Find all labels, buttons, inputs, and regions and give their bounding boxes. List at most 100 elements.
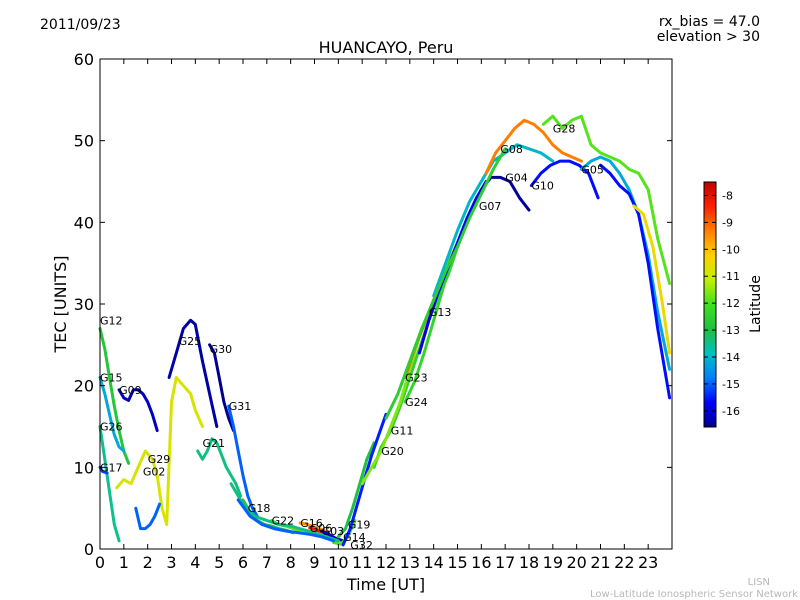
footer-lisn: LISN: [747, 577, 770, 588]
x-axis-label: Time [UT]: [346, 575, 425, 594]
colorbar-tick-label: -8: [722, 189, 733, 202]
rx-bias-label: rx_bias = 47.0: [658, 14, 760, 30]
series-line-G21: [196, 437, 243, 498]
series-line-G02: [134, 502, 162, 531]
series-line-G15: [98, 376, 126, 453]
series-label-G22: G22: [272, 514, 295, 527]
x-tick-label: 7: [262, 553, 272, 572]
x-tick-label: 12: [376, 553, 396, 572]
series-label-G06: G06: [310, 522, 333, 535]
series-line-G26: [98, 425, 121, 543]
x-tick-label: 2: [143, 553, 153, 572]
series-label-G30: G30: [210, 343, 233, 356]
colorbar-tick-label: -14: [722, 351, 740, 364]
series-line-extra-34: [236, 498, 336, 543]
axes: 0 1 2 3 4 5 6 7 8 9 10 11 12 13 14 15 16 17 18 19 20 21 22 2301…: [74, 50, 672, 572]
colorbar-label: Latitude: [748, 275, 764, 333]
colorbar-tick-label: -10: [722, 243, 740, 256]
series-label-G11: G11: [391, 425, 414, 438]
colorbar-tick-label: -11: [722, 270, 740, 283]
x-tick-label: 16: [471, 553, 491, 572]
colorbar-tick-label: -16: [722, 405, 740, 418]
x-tick-label: 6: [238, 553, 248, 572]
series-label-G19: G19: [348, 519, 371, 532]
series-line-extra-32: [384, 147, 507, 420]
y-tick-label: 50: [74, 132, 94, 151]
series-label-G28: G28: [553, 122, 576, 135]
colorbar-tick-label: -12: [722, 297, 740, 310]
series-line-G03: [320, 529, 345, 543]
colorbar-tick-label: -9: [722, 216, 733, 229]
x-tick-label: 3: [166, 553, 176, 572]
series-line-G29: [115, 376, 204, 526]
series-label-G03: G03: [322, 525, 345, 538]
series-label-G02: G02: [143, 465, 166, 478]
series-label-G04: G04: [505, 171, 528, 184]
x-tick-label: 20: [566, 553, 586, 572]
series-label-G12: G12: [100, 314, 123, 327]
chart-title: HUANCAYO, Peru: [318, 38, 454, 57]
series-line-extra-31: [632, 204, 672, 355]
colorbar-tick-label: -13: [722, 324, 740, 337]
x-tick-label: 13: [400, 553, 420, 572]
x-tick-label: 0: [95, 553, 105, 572]
series-label-G31: G31: [229, 400, 252, 413]
y-tick-label: 40: [74, 213, 94, 232]
y-tick-label: 60: [74, 50, 94, 69]
series-line-G24: [403, 188, 483, 404]
series-line-G30: [208, 343, 235, 433]
series-label-G09: G09: [119, 384, 142, 397]
series-line-G10: [529, 159, 600, 200]
series-label-G14: G14: [343, 531, 366, 544]
y-tick-label: 10: [74, 458, 94, 477]
x-tick-label: 21: [590, 553, 610, 572]
y-tick-label: 30: [74, 295, 94, 314]
series-label-G13: G13: [429, 306, 452, 319]
x-tick-label: 9: [309, 553, 319, 572]
series-label-G32: G32: [350, 539, 373, 552]
series-line-G08: [484, 118, 583, 175]
series-label-G05: G05: [581, 163, 604, 176]
y-axis-label: TEC [UNITS]: [51, 256, 70, 354]
series-line-G25: [167, 318, 219, 428]
date-label: 2011/09/23: [40, 17, 121, 33]
series-line-G28: [541, 114, 672, 286]
series-label-G24: G24: [405, 396, 428, 409]
series-line-extra-30: [599, 163, 672, 400]
footer-network-name: Low-Latitude Ionospheric Sensor Network: [590, 589, 798, 600]
series-label-G18: G18: [248, 502, 271, 515]
series-label-G15: G15: [100, 372, 123, 385]
elevation-label: elevation > 30: [656, 29, 760, 45]
x-tick-label: 22: [614, 553, 634, 572]
x-tick-label: 15: [447, 553, 467, 572]
series-line-G19: [336, 441, 376, 539]
x-tick-label: 18: [519, 553, 539, 572]
y-tick-label: 20: [74, 377, 94, 396]
x-tick-label: 1: [119, 553, 129, 572]
x-tick-label: 10: [328, 553, 348, 572]
series-line-G31: [227, 404, 259, 518]
colorbar: -8 -9 -10 -11 -12 -13 -14 -15 -16: [703, 181, 740, 428]
x-tick-label: 4: [190, 553, 200, 572]
series-line-G09: [117, 388, 159, 433]
x-tick-label: 19: [543, 553, 563, 572]
x-tick-label: 14: [423, 553, 443, 572]
series-label-G29: G29: [148, 453, 171, 466]
series-label-G25: G25: [179, 335, 202, 348]
series-line-extra-33: [229, 482, 340, 543]
series-label-G17: G17: [100, 461, 123, 474]
series-label-G26: G26: [100, 421, 123, 434]
x-tick-label: 5: [214, 553, 224, 572]
series-label-G20: G20: [381, 445, 404, 458]
series-label-G10: G10: [531, 180, 554, 193]
series-label-G08: G08: [500, 143, 523, 156]
colorbar-tick-label: -15: [722, 378, 740, 391]
series-label-G23: G23: [405, 372, 428, 385]
x-tick-label: 17: [495, 553, 515, 572]
series-label-G16: G16: [300, 517, 323, 530]
y-tick-label: 0: [84, 540, 94, 559]
series-label-G07: G07: [479, 200, 502, 213]
x-tick-label: 11: [352, 553, 372, 572]
